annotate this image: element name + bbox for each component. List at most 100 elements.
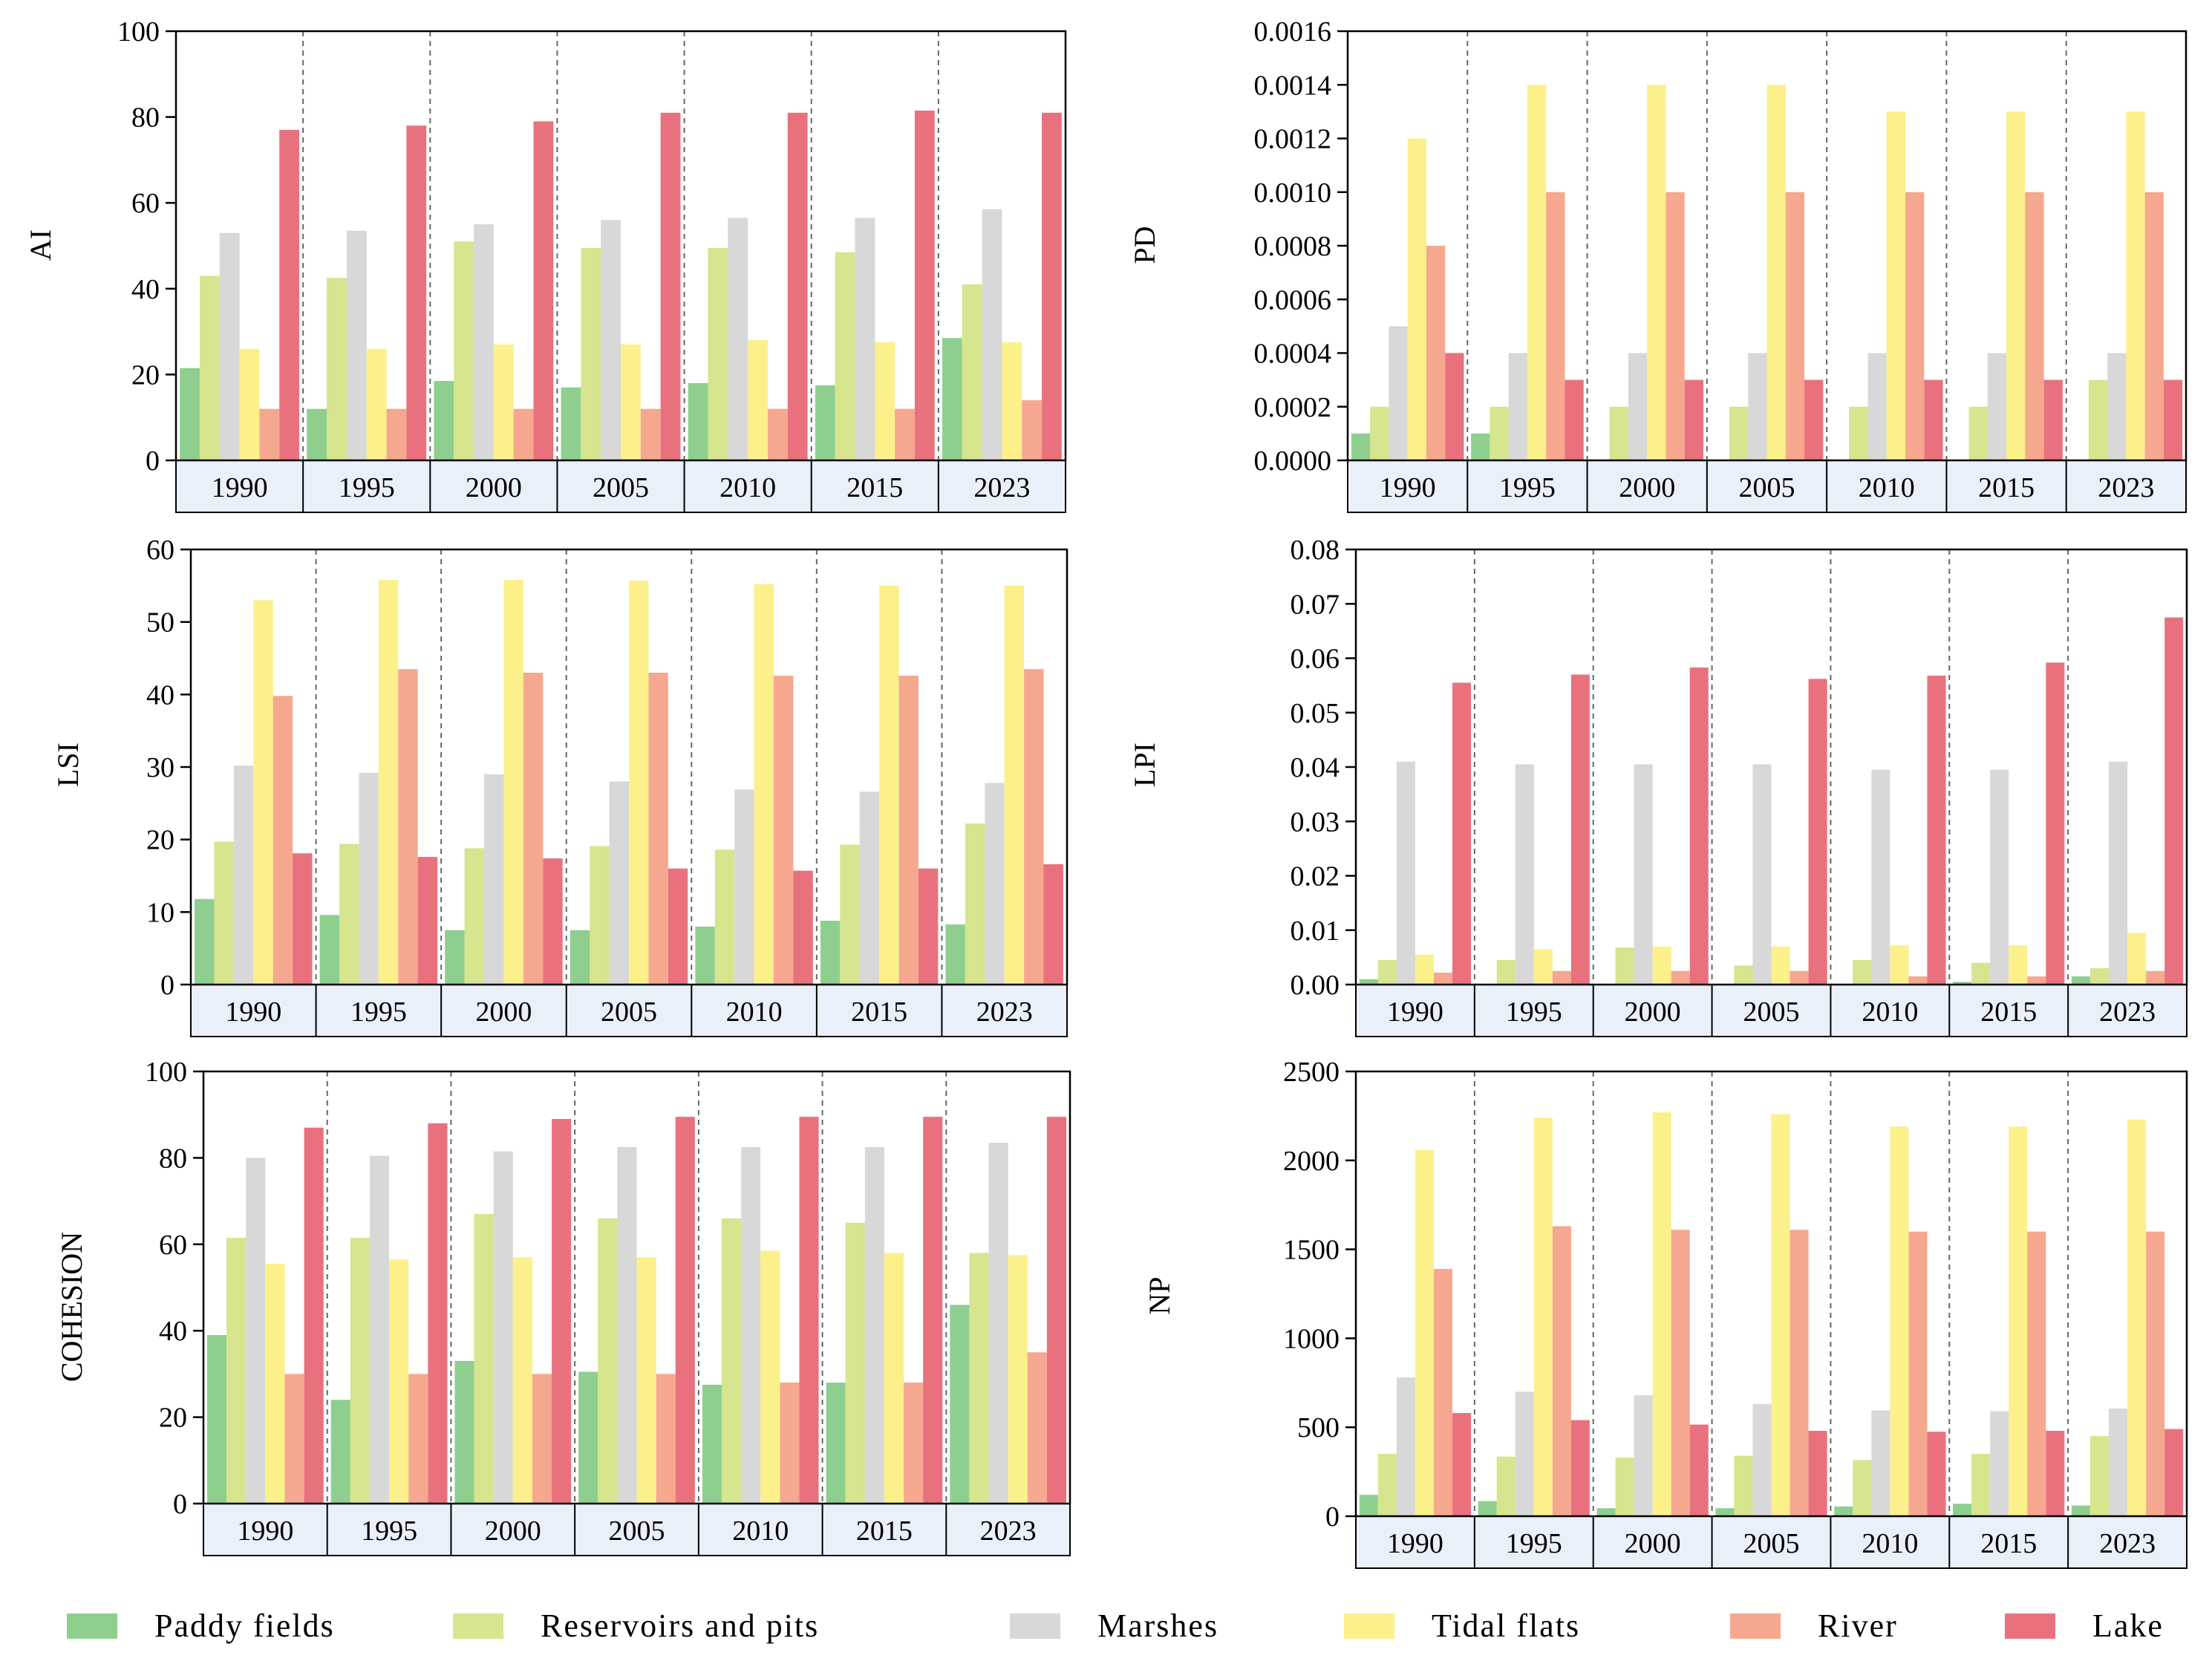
bar-reservoirs-and-pits-2015 <box>845 1222 865 1504</box>
y-axis-title: NP <box>1143 1276 1176 1314</box>
bar-tidal-flats-2023 <box>1004 585 1025 985</box>
bar-river-1990 <box>273 696 293 985</box>
year-label-2000: 2000 <box>485 1515 541 1547</box>
y-tick-label: 0.08 <box>1291 535 1340 566</box>
bar-tidal-flats-1990 <box>1415 954 1434 985</box>
bar-paddy-fields-2015 <box>1953 1504 1972 1516</box>
bar-reservoirs-and-pits-2015 <box>1971 962 1991 985</box>
bar-lake-2005 <box>1808 679 1827 985</box>
bar-river-1990 <box>259 408 280 460</box>
bar-marshes-2005 <box>1748 353 1767 460</box>
y-tick-label: 60 <box>131 188 160 219</box>
bar-marshes-2010 <box>1871 769 1890 985</box>
year-label-2000: 2000 <box>475 996 532 1028</box>
bar-lake-2010 <box>1927 1432 1946 1516</box>
bar-marshes-2010 <box>728 218 748 460</box>
y-tick-label: 0 <box>1325 1501 1340 1533</box>
year-label-1990: 1990 <box>225 996 281 1028</box>
year-label-2005: 2005 <box>609 1515 665 1547</box>
bar-marshes-2023 <box>988 1143 1008 1504</box>
bar-tidal-flats-2000 <box>512 1257 532 1504</box>
legend-item-river: River <box>1730 1608 1896 1644</box>
bar-lake-1995 <box>406 125 427 460</box>
bar-paddy-fields-2005 <box>578 1371 598 1504</box>
y-tick-label: 0.0006 <box>1254 284 1332 316</box>
y-tick-label: 0.04 <box>1291 752 1340 783</box>
y-axis-title: COHESION <box>55 1232 88 1382</box>
panel-cohesion: 0 20 40 60 80 100 1990 1995 2000 2005 2010 2015 2023… <box>55 1057 1071 1556</box>
bar-lake-2005 <box>660 112 681 460</box>
bar-river-2015 <box>2027 976 2046 985</box>
y-tick-label: 20 <box>159 1403 187 1434</box>
bar-marshes-1995 <box>1515 764 1534 985</box>
y-tick-label: 0.0000 <box>1254 446 1332 477</box>
bar-reservoirs-and-pits-2023 <box>965 823 985 985</box>
bar-tidal-flats-2023 <box>2126 111 2145 460</box>
legend-label: Paddy fields <box>154 1608 335 1644</box>
bar-tidal-flats-1995 <box>366 348 387 460</box>
bar-reservoirs-and-pits-1995 <box>327 278 347 460</box>
bar-marshes-1995 <box>1508 353 1527 460</box>
bar-reservoirs-and-pits-2010 <box>1853 960 1872 985</box>
bar-paddy-fields-2010 <box>688 382 708 460</box>
bar-river-2023 <box>1027 1352 1047 1504</box>
bar-marshes-1995 <box>359 772 379 985</box>
bar-marshes-2005 <box>601 220 621 460</box>
y-tick-label: 0.01 <box>1291 916 1340 947</box>
y-tick-label: 0.00 <box>1291 970 1340 1001</box>
year-label-2010: 2010 <box>1862 996 1918 1028</box>
year-label-2023: 2023 <box>2099 996 2156 1028</box>
bar-reservoirs-and-pits-2000 <box>1609 406 1628 460</box>
legend-label: Reservoirs and pits <box>541 1608 819 1644</box>
bar-lake-2010 <box>799 1117 819 1504</box>
bar-paddy-fields-1990 <box>180 368 200 460</box>
legend-swatch <box>67 1613 117 1639</box>
year-band <box>190 984 1068 1037</box>
bar-marshes-2000 <box>1634 764 1653 985</box>
bar-tidal-flats-2010 <box>1890 1126 1909 1516</box>
bar-paddy-fields-2005 <box>561 387 581 460</box>
year-label-1990: 1990 <box>1387 996 1443 1028</box>
bar-reservoirs-and-pits-2015 <box>1971 1454 1991 1516</box>
bar-lake-1990 <box>279 129 300 460</box>
bar-marshes-2023 <box>2109 761 2128 985</box>
bar-river-2010 <box>1908 976 1928 985</box>
year-label-2015: 2015 <box>856 1515 913 1547</box>
year-label-2023: 2023 <box>980 1515 1037 1547</box>
legend-label: Lake <box>2092 1608 2164 1644</box>
bar-river-2010 <box>1908 1231 1928 1516</box>
bar-tidal-flats-2005 <box>621 344 641 460</box>
bar-paddy-fields-2005 <box>570 930 590 985</box>
bar-paddy-fields-2010 <box>1834 1506 1853 1516</box>
bar-river-1990 <box>284 1374 304 1504</box>
bar-paddy-fields-1995 <box>1478 1501 1497 1516</box>
bar-reservoirs-and-pits-1990 <box>1377 960 1397 985</box>
bar-lake-2005 <box>1804 379 1824 460</box>
y-tick-label: 30 <box>146 752 174 783</box>
bar-marshes-2010 <box>1871 1410 1890 1516</box>
bar-river-1995 <box>398 669 418 985</box>
bar-tidal-flats-1990 <box>239 348 260 460</box>
bar-lake-1990 <box>293 853 313 985</box>
bar-tidal-flats-2015 <box>2006 111 2026 460</box>
y-tick-label: 100 <box>117 16 160 48</box>
bar-lake-2023 <box>1046 1117 1066 1504</box>
bar-lake-2023 <box>2164 617 2184 985</box>
bar-reservoirs-and-pits-2023 <box>2089 968 2110 985</box>
year-band <box>1355 984 2187 1037</box>
legend-item-paddy-fields: Paddy fields <box>67 1608 335 1644</box>
bar-lake-2000 <box>552 1119 572 1504</box>
bar-reservoirs-and-pits-2015 <box>840 844 860 985</box>
bar-paddy-fields-2023 <box>950 1305 970 1504</box>
bar-river-2005 <box>1789 1230 1809 1516</box>
year-label-2023: 2023 <box>973 472 1030 503</box>
bar-tidal-flats-2005 <box>1766 85 1786 460</box>
year-label-2015: 2015 <box>846 472 903 503</box>
year-label-2015: 2015 <box>851 996 907 1028</box>
bar-tidal-flats-2000 <box>1647 85 1666 460</box>
bar-marshes-2023 <box>2107 353 2127 460</box>
bar-river-1995 <box>386 408 407 460</box>
y-tick-label: 10 <box>146 897 174 928</box>
bar-river-2000 <box>1671 1230 1690 1516</box>
bar-paddy-fields-2010 <box>702 1384 722 1504</box>
